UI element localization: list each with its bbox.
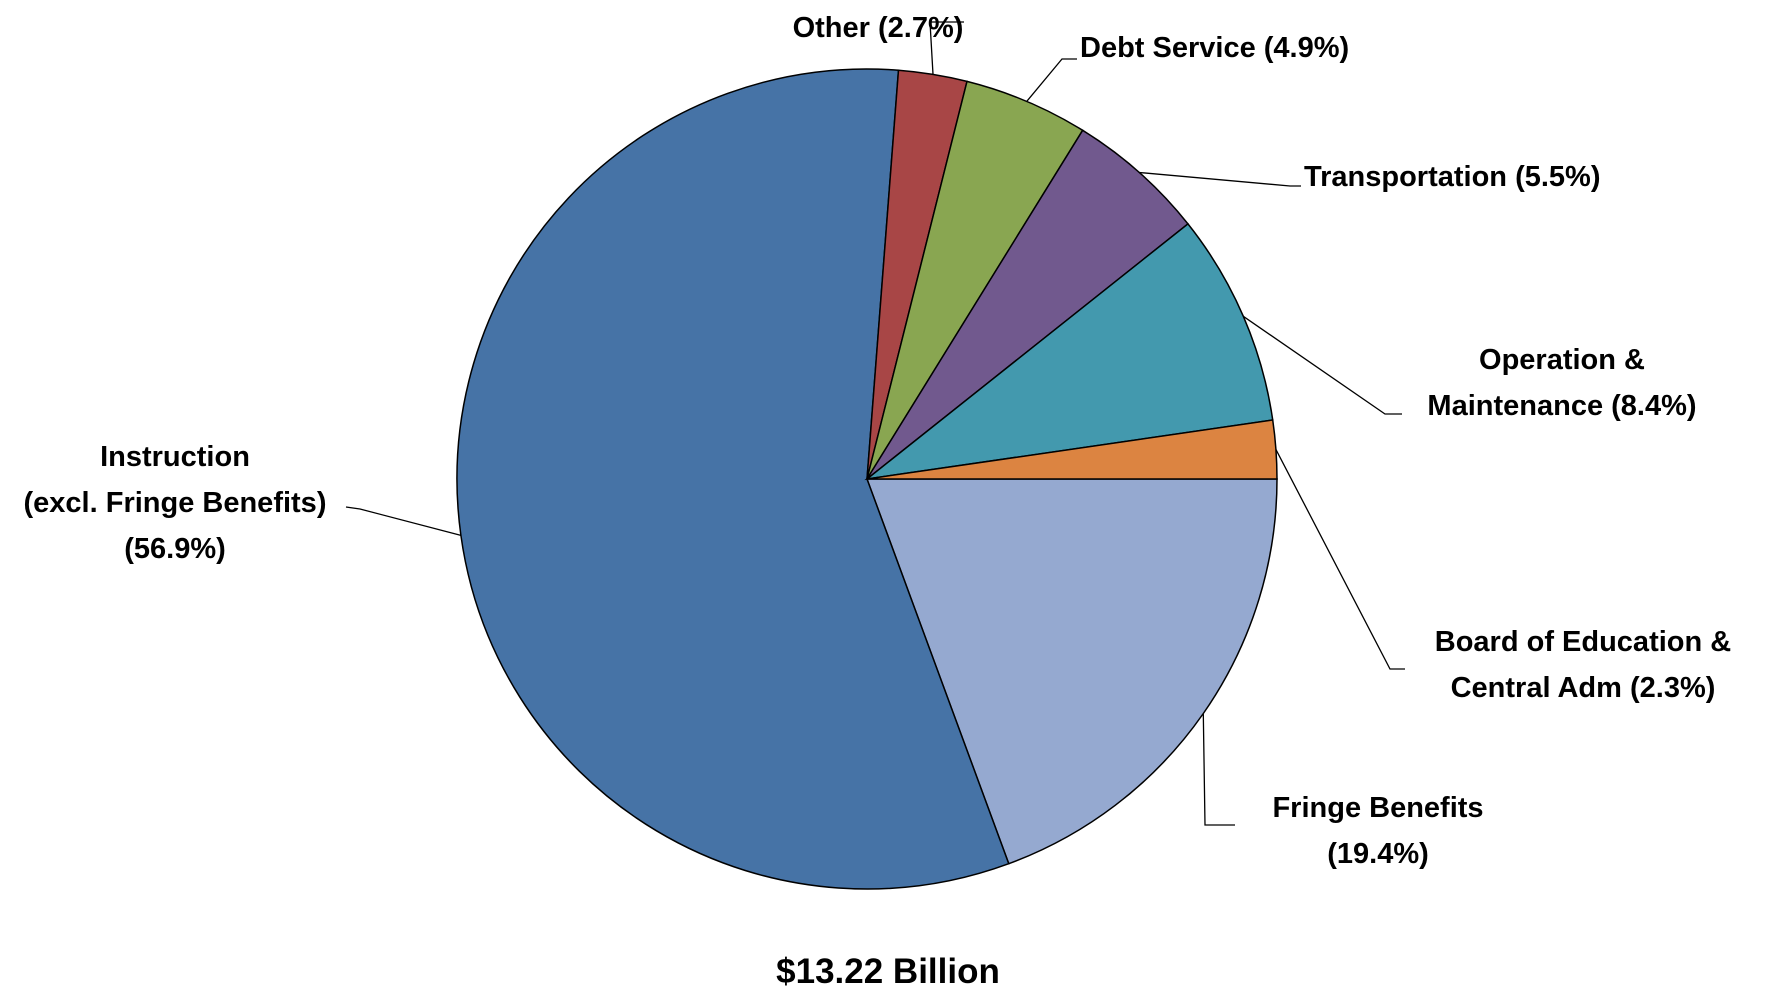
slice-label: Transportation (5.5%)	[1304, 161, 1601, 193]
pie-slice	[456, 68, 1010, 890]
slice-label: Board of Education & Central Adm (2.3%)	[1435, 626, 1732, 704]
leader-line	[1026, 58, 1077, 102]
slice-label-line: Maintenance (8.4%)	[1427, 390, 1696, 422]
slice-label: Fringe Benefits (19.4%)	[1272, 792, 1483, 870]
leader-line	[1242, 315, 1402, 415]
slice-label-line: Other (2.7%)	[793, 12, 964, 44]
slice-label-line: (excl. Fringe Benefits)	[24, 487, 327, 519]
slice-label-line: (19.4%)	[1327, 838, 1429, 870]
leader-line	[929, 21, 964, 75]
labels-layer: Fringe Benefits (19.4%) Instruction (excl. …	[24, 12, 1732, 870]
slice-label-line: (56.9%)	[124, 533, 226, 565]
slice-label-line: Instruction	[100, 441, 250, 473]
slice-label-line: Fringe Benefits	[1272, 792, 1483, 824]
leader-line	[1139, 171, 1301, 187]
leader-line	[1202, 713, 1235, 826]
pie-slice	[866, 129, 1190, 480]
total-label: $13.22 Billion	[776, 952, 1000, 990]
slice-label: Other (2.7%)	[793, 12, 964, 44]
slice-label-line: Central Adm (2.3%)	[1451, 672, 1716, 704]
slice-label-line: Operation &	[1479, 344, 1645, 376]
slices-layer	[456, 68, 1278, 890]
slice-label: Instruction (excl. Fringe Benefits) (56.9%…	[24, 441, 327, 565]
leader-lines-layer	[345, 21, 1405, 826]
slice-label-line: Transportation (5.5%)	[1304, 161, 1601, 193]
slice-label-line: Board of Education &	[1435, 626, 1732, 658]
slice-label: Debt Service (4.9%)	[1080, 32, 1349, 64]
slice-label-line: Debt Service (4.9%)	[1080, 32, 1349, 64]
leader-line	[1275, 449, 1405, 670]
slice-label: Operation & Maintenance (8.4%)	[1427, 344, 1696, 422]
leader-line	[345, 506, 462, 537]
pie-slice	[865, 478, 1278, 865]
